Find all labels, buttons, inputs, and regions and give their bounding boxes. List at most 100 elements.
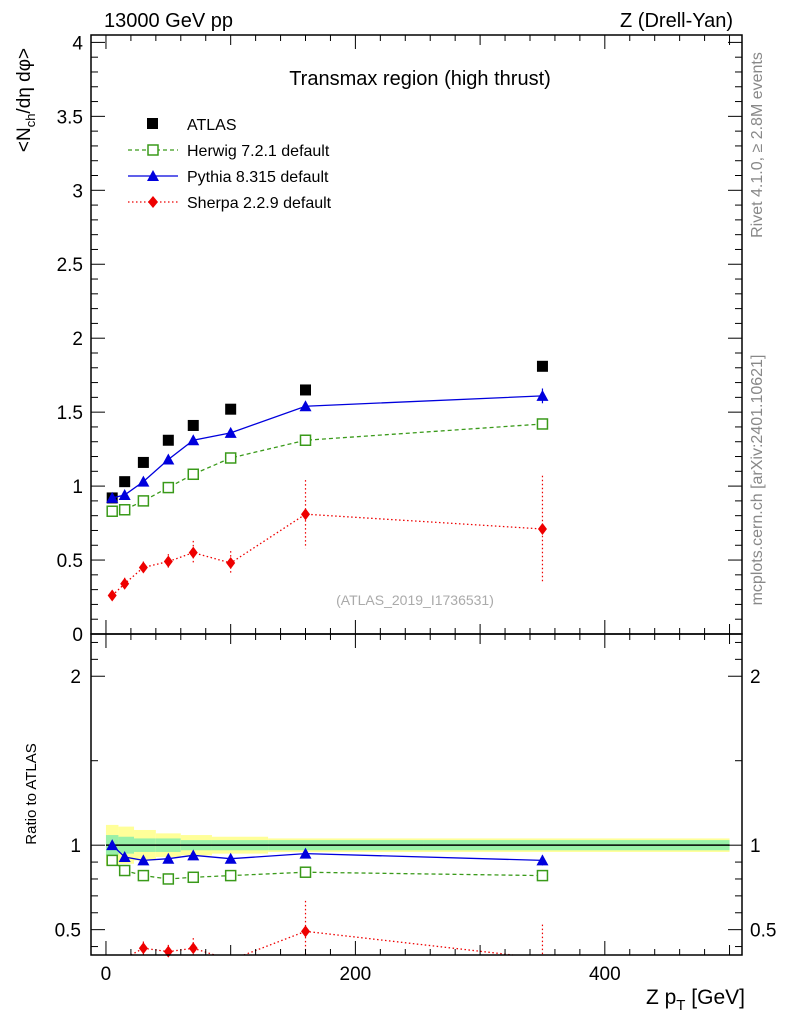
- ratio-ytick-label-right: 1: [750, 836, 761, 857]
- source-side-label: mcplots.cern.ch [arXiv:2401.10621]: [749, 355, 766, 606]
- main-ytick-label: 0: [72, 625, 83, 646]
- pythia-ratio-point: [118, 851, 131, 863]
- legend-label-pythia: Pythia 8.315 default: [187, 169, 329, 186]
- main-ylabel-sub: ch: [23, 114, 38, 128]
- legend: ATLAS Herwig 7.2.1 default Pythia 8.315 …: [128, 117, 332, 212]
- rivet-side-label: Rivet 4.1.0, ≥ 2.8M events: [749, 52, 766, 238]
- ratio-series-sherpa: [130, 900, 544, 958]
- header-right-label: Z (Drell-Yan): [620, 10, 733, 32]
- herwig-ratio-segment: [193, 874, 231, 878]
- herwig-point: [118, 504, 131, 516]
- pythia-ratio-point: [536, 854, 549, 866]
- herwig-ratio-point: [162, 873, 175, 885]
- main-title: Transmax region (high thrust): [289, 68, 551, 90]
- herwig-ratio-point: [299, 866, 312, 878]
- atlas-point: [137, 456, 149, 468]
- x-axis-label-suffix: [GeV]: [685, 986, 745, 1009]
- pythia-ratio-segment: [305, 852, 543, 862]
- analysis-watermark: (ATLAS_2019_I1736531): [336, 592, 494, 608]
- herwig-ratio-point: [118, 864, 131, 877]
- ratio-series-herwig: [106, 854, 549, 885]
- legend-label-sherpa: Sherpa 2.2.9 default: [187, 195, 332, 212]
- pythia-ratio-point: [162, 852, 175, 864]
- legend-marker-sherpa: [148, 196, 158, 208]
- herwig-ratio-point: [536, 869, 549, 882]
- sherpa-point: [107, 589, 117, 602]
- xtick-label: 400: [589, 964, 621, 985]
- pythia-point: [162, 453, 175, 465]
- sherpa-point: [138, 561, 148, 574]
- ratio-ytick-label: 1: [70, 836, 81, 857]
- series-sherpa: [107, 475, 547, 602]
- main-ytick-label: 3.5: [57, 107, 83, 128]
- atlas-point: [536, 360, 548, 372]
- pythia-ratio-segment: [193, 854, 231, 860]
- xtick-label: 0: [101, 964, 112, 985]
- pythia-point: [187, 434, 200, 446]
- xtick-label: 200: [340, 964, 372, 985]
- header-left-label: 13000 GeV pp: [104, 10, 233, 32]
- atlas-point: [119, 476, 131, 488]
- pythia-ratio-point: [137, 854, 150, 866]
- pythia-ratio-point: [299, 847, 312, 859]
- main-ytick-label: 1.5: [57, 403, 83, 424]
- pythia-point: [137, 475, 150, 487]
- main-ytick-label: 0.5: [57, 551, 83, 572]
- herwig-ratio-segment: [230, 871, 306, 877]
- main-ytick-label: 3: [72, 181, 83, 202]
- sherpa-point: [537, 522, 547, 535]
- main-ytick-label: 2.5: [57, 255, 83, 276]
- pythia-ratio-segment: [143, 858, 169, 862]
- pythia-ratio-point: [106, 839, 119, 851]
- legend-marker-herwig: [147, 144, 159, 156]
- x-axis-label-prefix: Z p: [646, 986, 676, 1009]
- sherpa-ratio-segment: [243, 930, 306, 956]
- pythia-point: [106, 491, 119, 503]
- sherpa-line: [111, 513, 543, 597]
- pythia-point: [299, 400, 312, 412]
- ratio-uncertainty-bands: [105, 824, 730, 866]
- sherpa-point: [163, 555, 173, 568]
- herwig-point: [137, 495, 150, 507]
- main-ylabel: <Nch/dη dφ>: [14, 48, 38, 152]
- sherpa-point: [301, 508, 311, 521]
- ratio-ytick-label: 2: [70, 667, 81, 688]
- pythia-point: [536, 389, 549, 401]
- ratio-ylabel: Ratio to ATLAS: [23, 743, 40, 844]
- axes: 0 0.5 1 1.5 2 2.5 3 3.5 4 0.5 0.5 1 1 2 2 0 200 400: [55, 33, 777, 985]
- ratio-plot-data: [106, 839, 549, 958]
- main-ylabel-prefix: <N: [14, 127, 35, 152]
- pythia-line: [112, 395, 543, 499]
- herwig-ratio-point: [106, 854, 118, 867]
- pythia-ratio-point: [224, 852, 237, 864]
- ratio-ytick-label-right: 2: [750, 667, 761, 688]
- sherpa-point: [226, 557, 236, 570]
- herwig-point: [162, 481, 175, 494]
- legend-label-atlas: ATLAS: [187, 117, 237, 134]
- herwig-point: [536, 418, 549, 430]
- sherpa-point: [188, 546, 198, 559]
- pythia-ratio-segment: [230, 852, 306, 860]
- ratio-series-pythia: [106, 839, 549, 866]
- pythia-point: [224, 426, 237, 438]
- main-ytick-label: 4: [72, 33, 83, 54]
- herwig-point: [106, 505, 118, 517]
- sherpa-ratio-point: [188, 942, 198, 955]
- herwig-ratio-point: [187, 871, 200, 884]
- main-ylabel-suffix: /dη dφ>: [14, 48, 35, 114]
- legend-marker-pythia: [147, 170, 159, 181]
- main-ytick-label: 1: [72, 477, 83, 498]
- atlas-point: [162, 434, 174, 446]
- ratio-ytick-label-right: 0.5: [750, 921, 776, 942]
- main-ytick-label: 2: [72, 329, 83, 350]
- series-pythia: [106, 388, 549, 503]
- herwig-ratio-point: [137, 869, 150, 882]
- pythia-point: [118, 488, 131, 500]
- ratio-ytick-label: 0.5: [55, 921, 81, 942]
- herwig-point: [299, 434, 312, 446]
- atlas-point: [225, 403, 237, 415]
- atlas-point: [187, 419, 199, 431]
- legend-marker-atlas: [147, 118, 158, 129]
- sherpa-ratio-point: [163, 945, 173, 958]
